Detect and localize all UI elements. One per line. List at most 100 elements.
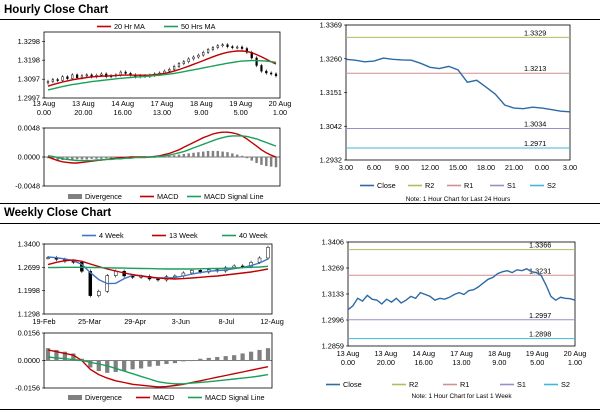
weekly_macd-divergence-bar	[122, 360, 127, 372]
hourly_macd-divergence-bar	[260, 157, 263, 165]
weekly_price-ytick-label: 1.1998	[18, 286, 40, 295]
weekly_price-candle-body	[198, 270, 203, 273]
weekly_close-level-label: 1.3366	[529, 241, 551, 250]
weekly_close-xtick-label: 20 Aug	[564, 349, 587, 358]
weekly_macd-divergence-bar	[181, 360, 186, 362]
weekly_macd-divergence-bar	[265, 348, 271, 361]
hourly_price-candle-body	[119, 71, 122, 76]
hourly_price-xtick-label: 13.00	[153, 108, 171, 117]
weekly_price-candle-body	[88, 271, 93, 296]
weekly_macd-divergence-bar	[206, 357, 211, 361]
hourly_price-xtick-label: 20 Aug	[269, 99, 292, 108]
weekly_close-xtick-label: 20.00	[377, 358, 395, 367]
hourly_macd-divergence-bar	[240, 155, 244, 157]
hourly_macd-series-line	[47, 131, 277, 164]
hourly_price-candle-body	[245, 48, 249, 53]
hourly_price-candle-body	[211, 47, 215, 50]
hourly_price-candle-body	[56, 79, 59, 81]
weekly_macd-ytick-label: 0.0156	[18, 329, 40, 338]
hourly_close-ytick-label: 1.2932	[320, 156, 342, 165]
weekly-title-rule	[0, 223, 600, 224]
hourly_price-xtick-label: 14 Aug	[111, 99, 134, 108]
hourly_close-xtick-label: 3.00	[339, 163, 353, 172]
hourly_close-xtick-label: 21.00	[505, 163, 523, 172]
hourly_price-candle-body	[80, 75, 84, 78]
weekly_macd-divergence-bar	[88, 360, 93, 368]
weekly_close-xtick-label: 13.00	[452, 358, 470, 367]
hourly_price-candle-body	[216, 45, 219, 48]
weekly_close-legend-label: S1	[517, 380, 526, 389]
hourly_macd-divergence-bar	[90, 157, 93, 159]
hourly_macd-divergence-bar	[109, 157, 113, 159]
hourly_macd-divergence-bar	[95, 157, 98, 159]
hourly_price-candle-body	[71, 74, 74, 79]
hourly_macd-divergence-bar	[206, 150, 210, 157]
weekly_price-xtick-label: 8-Jul	[218, 317, 234, 326]
hourly_close-xtick-label: 9.00	[395, 163, 409, 172]
weekly_macd-divergence-bar	[96, 360, 101, 372]
hourly_macd-divergence-bar	[71, 157, 74, 161]
weekly_macd-legend-label: Divergence	[85, 393, 122, 402]
weekly_price-legend-label: 4 Week	[99, 231, 124, 240]
weekly_price-candle-body	[190, 270, 194, 274]
hourly_price-xtick-label: 13 Aug	[72, 99, 95, 108]
hourly_macd-divergence-bar	[158, 157, 161, 158]
weekly_close-legend-label: S2	[561, 380, 570, 389]
weekly-section-title: Weekly Close Chart	[4, 207, 112, 219]
weekly_close-xtick-label: 5.00	[530, 358, 544, 367]
weekly_macd-legend-label: MACD	[153, 393, 175, 402]
weekly_close-ytick-label: 1.2859	[322, 342, 344, 351]
hourly_macd-divergence-bar	[104, 157, 108, 159]
hourly_macd-divergence-bar	[226, 152, 229, 157]
hourly_price-candle-body	[51, 79, 54, 82]
hourly_price-xtick-label: 0.00	[37, 108, 51, 117]
weekly_close-close-line	[347, 268, 576, 311]
hourly_price-candle-body	[177, 63, 181, 67]
hourly_price-candle-body	[61, 76, 64, 81]
weekly_price-ytick-label: 1.2699	[18, 263, 40, 272]
hourly_price-candle-body	[206, 49, 210, 53]
weekly_macd-ytick-label: -0.0156	[15, 384, 40, 393]
hourly_price-candle-body	[226, 44, 229, 47]
hourly_price-series-line	[47, 50, 277, 87]
hourly_macd-divergence-bar	[231, 153, 234, 157]
hourly_price-candle-body	[168, 68, 171, 72]
hourly_price-candle-body	[260, 65, 263, 72]
hourly_macd-divergence-bar	[274, 157, 278, 168]
hourly_price-candle-body	[274, 73, 278, 77]
hourly_price-candle-body	[240, 46, 244, 49]
weekly_macd-divergence-bar	[45, 348, 51, 361]
weekly_price-xtick-label: 19-Feb	[32, 317, 55, 326]
hourly_price-candle-body	[66, 76, 69, 79]
hourly_price-candle-body	[124, 71, 127, 74]
hourly_macd-divergence-bar	[221, 151, 224, 157]
weekly_price-candle-body	[257, 257, 262, 263]
weekly_macd-divergence-bar	[155, 360, 161, 366]
weekly_close-ytick-label: 1.3406	[322, 238, 344, 247]
hourly-section-title: Hourly Close Chart	[4, 4, 109, 16]
hourly_macd-divergence-bar	[245, 157, 249, 159]
weekly_macd-divergence-bar	[113, 360, 118, 372]
hourly_close-xtick-label: 12.00	[421, 163, 439, 172]
weekly_macd-divergence-bar	[257, 349, 262, 361]
weekly_close-xtick-label: 18 Aug	[488, 349, 511, 358]
hourly_price-candle-body	[202, 52, 205, 56]
hourly_macd-divergence-bar	[192, 152, 195, 157]
hourly_close-ytick-label: 1.3369	[320, 21, 342, 30]
hourly_price-candle-body	[46, 81, 50, 84]
hourly_macd-divergence-bar	[177, 154, 181, 157]
hourly_close-xtick-label: 3.00	[563, 163, 577, 172]
hourly_price-xtick-label: 13 Aug	[33, 99, 56, 108]
hourly_macd-divergence-bar	[211, 150, 215, 157]
hourly_price-candle-body	[197, 54, 200, 58]
weekly_close-xtick-label: 14 Aug	[412, 349, 435, 358]
weekly_macd-divergence-bar	[189, 360, 194, 362]
hourly_close-xtick-label: 0.00	[535, 163, 549, 172]
hourly_price-xtick-label: 18 Aug	[190, 99, 213, 108]
hourly_price-xtick-label: 19 Aug	[229, 99, 252, 108]
hourly_price-candle-body	[187, 58, 190, 62]
hourly_price-candle-body	[100, 73, 103, 76]
hourly_macd-divergence-bar	[80, 157, 84, 160]
hourly_close-level-label: 1.3034	[524, 119, 546, 128]
hourly_macd-divergence-bar	[216, 150, 220, 157]
